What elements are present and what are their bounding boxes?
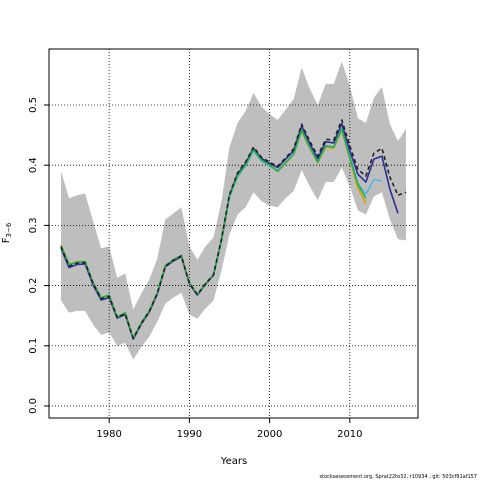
y-axis-title: F3−6 xyxy=(1,222,13,243)
y-tick-label: 0.5 xyxy=(28,97,39,113)
x-tick-label: 1990 xyxy=(177,429,202,440)
confidence-band xyxy=(61,61,406,360)
y-tick-label: 0.1 xyxy=(28,338,39,354)
x-axis: 1980 1990 2000 2010 xyxy=(96,418,363,440)
series-line-5 xyxy=(60,119,407,340)
x-tick-label: 2010 xyxy=(337,429,362,440)
footer-credit: stockassessment.org, Sprat22to32, r10934… xyxy=(320,474,477,480)
plot-frame xyxy=(48,48,419,419)
y-axis: 0.0 0.1 0.2 0.3 0.4 0.5 xyxy=(28,97,49,414)
y-tick-label: 0.4 xyxy=(28,157,39,173)
y-axis-title-sub: 3−6 xyxy=(5,222,13,237)
x-axis-title: Years xyxy=(220,456,247,467)
x-tick-label: 2000 xyxy=(257,429,282,440)
plot-area xyxy=(49,49,418,418)
y-axis-title-main: F xyxy=(1,237,12,243)
x-tick-label: 1980 xyxy=(96,429,121,440)
y-tick-label: 0.3 xyxy=(28,217,39,233)
y-tick-label: 0.2 xyxy=(28,278,39,294)
y-tick-label: 0.0 xyxy=(28,398,39,414)
